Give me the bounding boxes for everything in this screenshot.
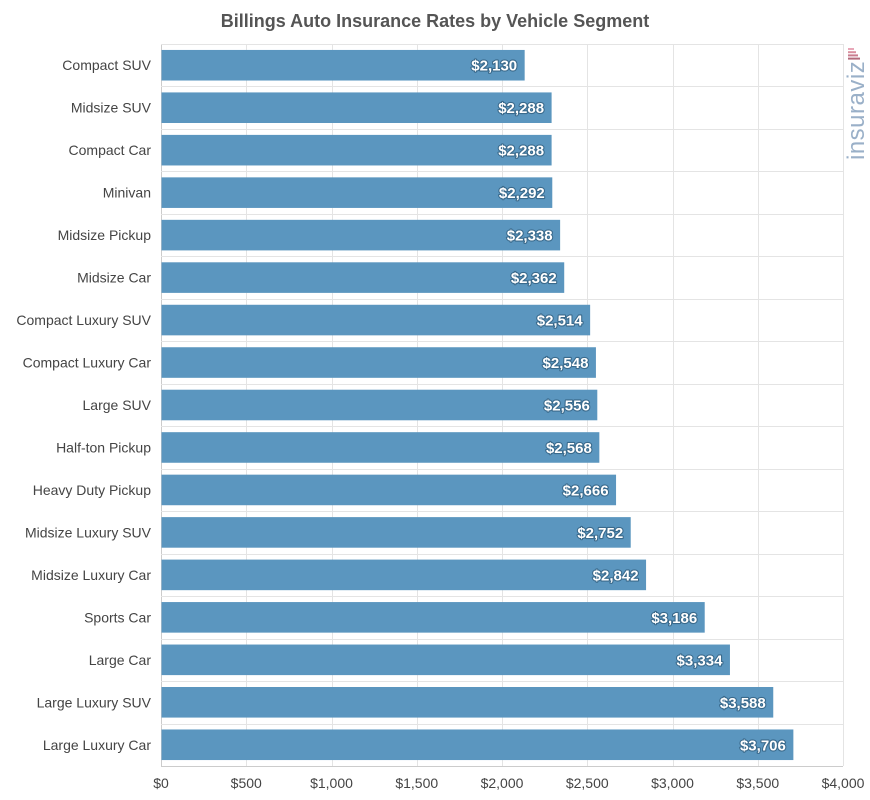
- bar[interactable]: [161, 92, 552, 123]
- category-label: Midsize Pickup: [58, 227, 152, 243]
- bar[interactable]: [161, 602, 705, 633]
- bar[interactable]: [161, 474, 617, 506]
- bar[interactable]: [161, 687, 774, 718]
- data-label: $3,334: [677, 652, 724, 669]
- x-tick-label: $2,000: [481, 775, 524, 791]
- logo-bar: [848, 57, 860, 60]
- x-tick-label: $4,000: [822, 775, 865, 791]
- x-tick-label: $0: [153, 775, 169, 791]
- bar[interactable]: [161, 347, 596, 378]
- data-label: $3,588: [720, 695, 766, 712]
- x-axis-tick-labels: $0 $500 $1,000 $1,500 $2,000 $2,500 $3,000 $3,5…: [153, 775, 864, 791]
- category-label: Compact Car: [69, 142, 152, 158]
- category-label: Midsize SUV: [71, 100, 152, 116]
- category-label: Large Luxury Car: [43, 737, 152, 753]
- x-tick-label: $3,500: [736, 775, 779, 791]
- bar[interactable]: [161, 729, 794, 761]
- category-label: Minivan: [103, 185, 151, 201]
- data-label: $3,186: [651, 610, 697, 627]
- logo-bar: [848, 54, 858, 57]
- bar[interactable]: [161, 304, 591, 336]
- data-label: $2,292: [499, 185, 545, 202]
- bar[interactable]: [161, 177, 553, 208]
- category-label: Midsize Luxury Car: [31, 567, 151, 583]
- data-label: $2,568: [546, 440, 592, 457]
- data-label: $2,514: [537, 313, 584, 330]
- bar[interactable]: [161, 559, 647, 591]
- bar[interactable]: [161, 432, 600, 463]
- category-label: Midsize Luxury SUV: [25, 524, 152, 540]
- bars: [161, 49, 794, 761]
- bar[interactable]: [161, 134, 552, 166]
- data-label: $2,338: [507, 228, 553, 245]
- category-label: Large SUV: [83, 397, 152, 413]
- data-label: $2,556: [544, 398, 590, 415]
- value-labels: $2,130 $2,288 $2,288 $2,292 $2,338 $2,362 $2,5…: [470, 57, 787, 756]
- logo-bar: [848, 51, 856, 54]
- data-label: $2,362: [511, 270, 557, 287]
- logo-bar: [848, 48, 854, 50]
- data-label: $2,752: [577, 525, 623, 542]
- category-label: Heavy Duty Pickup: [33, 482, 151, 498]
- category-label: Compact Luxury Car: [23, 355, 152, 371]
- x-tick-label: $1,000: [310, 775, 353, 791]
- x-tick-label: $500: [231, 775, 262, 791]
- x-tick-label: $3,000: [651, 775, 694, 791]
- category-label: Half-ton Pickup: [56, 439, 151, 455]
- category-labels: Compact SUV Midsize SUV Compact Car Minivan…: [16, 57, 151, 753]
- category-label: Large Car: [89, 652, 152, 668]
- chart-title: Billings Auto Insurance Rates by Vehicle…: [221, 11, 649, 31]
- category-label: Large Luxury SUV: [37, 694, 152, 710]
- x-tick-label: $2,500: [566, 775, 609, 791]
- data-label: $2,666: [563, 482, 609, 499]
- bar-stack-icon: [848, 48, 860, 60]
- bar[interactable]: [161, 262, 565, 293]
- grid-lines: [161, 44, 844, 767]
- category-label: Compact Luxury SUV: [16, 312, 151, 328]
- watermark-text: insuraviz: [843, 61, 870, 160]
- data-label: $2,288: [498, 143, 544, 160]
- x-tick-label: $1,500: [395, 775, 438, 791]
- bar[interactable]: [161, 517, 631, 548]
- data-label: $3,706: [740, 737, 786, 754]
- category-label: Compact SUV: [62, 57, 151, 73]
- data-label: $2,288: [498, 100, 544, 117]
- data-label: $2,842: [593, 567, 639, 584]
- category-label: Sports Car: [84, 609, 151, 625]
- bar[interactable]: [161, 219, 561, 251]
- data-label: $2,548: [543, 355, 589, 372]
- bar[interactable]: [161, 389, 598, 421]
- bar[interactable]: [161, 49, 525, 81]
- watermark-logo: insuraviz: [843, 48, 870, 160]
- bar[interactable]: [161, 644, 730, 676]
- data-label: $2,130: [471, 58, 517, 75]
- category-label: Midsize Car: [77, 270, 151, 286]
